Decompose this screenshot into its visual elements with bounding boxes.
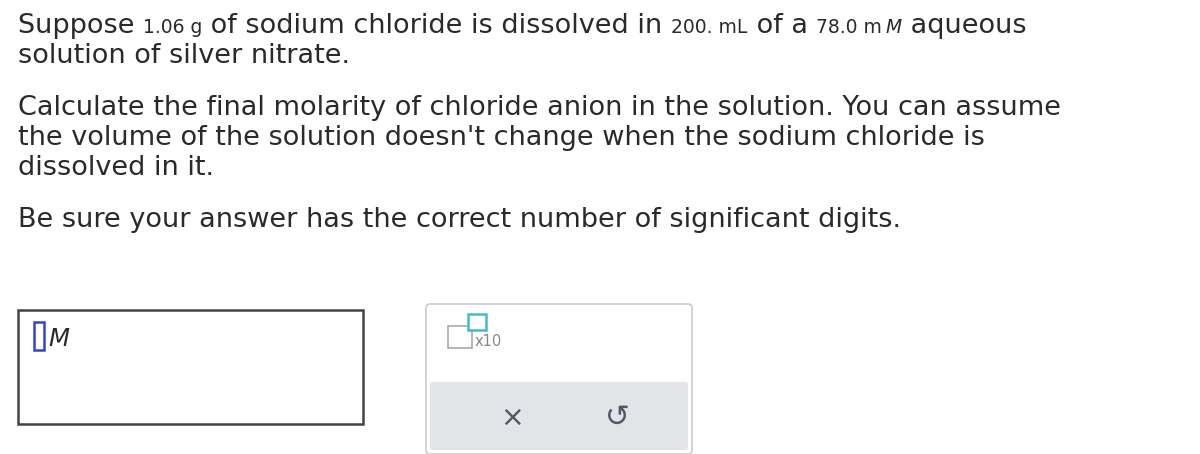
Text: aqueous: aqueous (902, 13, 1027, 39)
Bar (468, 314, 486, 330)
Text: Calculate the final molarity of chloride anion in the solution. You can assume: Calculate the final molarity of chloride… (18, 95, 1061, 121)
Text: Suppose: Suppose (18, 13, 143, 39)
Text: 78.0 m: 78.0 m (816, 18, 886, 37)
FancyBboxPatch shape (430, 382, 688, 450)
Text: of a: of a (748, 13, 816, 39)
FancyBboxPatch shape (426, 304, 692, 454)
Text: M: M (886, 18, 902, 37)
Bar (34, 322, 44, 350)
Bar (18, 310, 364, 424)
Text: 200. mL: 200. mL (671, 18, 748, 37)
Text: dissolved in it.: dissolved in it. (18, 155, 214, 181)
Text: x10: x10 (475, 334, 503, 349)
Bar (448, 326, 472, 348)
Text: 1.06 g: 1.06 g (143, 18, 203, 37)
Text: M: M (48, 327, 70, 351)
Text: of sodium chloride is dissolved in: of sodium chloride is dissolved in (203, 13, 671, 39)
Text: ×: × (499, 404, 523, 432)
Text: solution of silver nitrate.: solution of silver nitrate. (18, 43, 350, 69)
Text: Be sure your answer has the correct number of significant digits.: Be sure your answer has the correct numb… (18, 207, 901, 233)
Text: the volume of the solution doesn't change when the sodium chloride is: the volume of the solution doesn't chang… (18, 125, 985, 151)
Text: ↺: ↺ (606, 403, 630, 432)
